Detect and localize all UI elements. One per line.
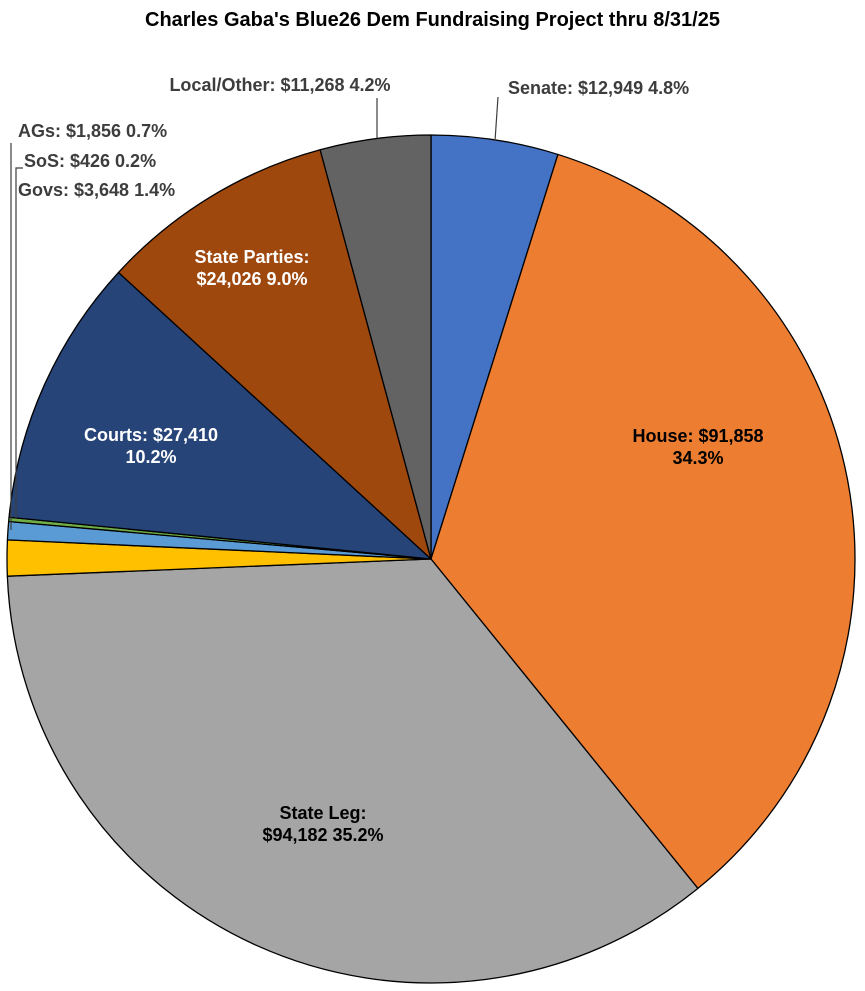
pie-slice-state-leg — [6, 558, 699, 984]
chart-title: Charles Gaba's Blue26 Dem Fundraising Pr… — [145, 9, 720, 31]
leader-line-senate — [494, 96, 499, 142]
pie-slice-local-other — [319, 134, 432, 560]
pie-slice-courts — [8, 271, 432, 560]
pie-slice-house — [430, 153, 856, 890]
leader-line-sos — [15, 167, 23, 519]
pie-slice-state-parties — [117, 149, 432, 560]
